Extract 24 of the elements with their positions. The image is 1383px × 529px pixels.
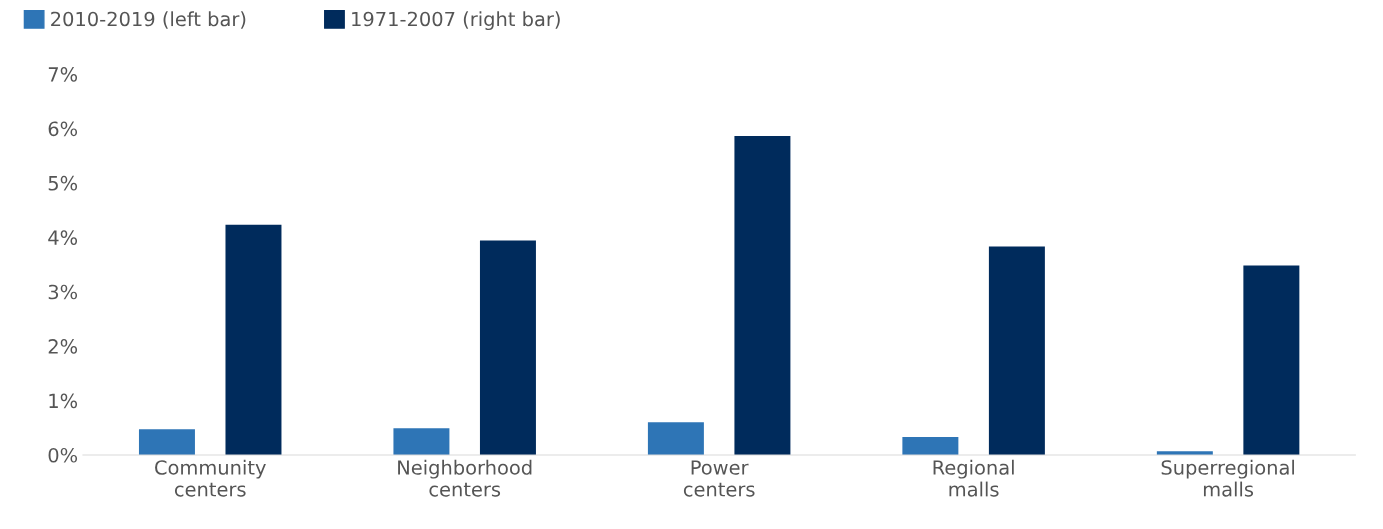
x-tick-label: Power centers [683, 460, 755, 497]
x-tick-label: Neighborhood centers [398, 459, 532, 497]
bar [988, 246, 1045, 455]
bar [1243, 265, 1300, 455]
bar [393, 428, 450, 455]
legend-label: 1971-2007 (right bar) [352, 11, 560, 31]
x-tick-label: Superregional malls [1161, 459, 1294, 497]
legend-label: 2010-2019 (left bar) [51, 11, 246, 29]
y-tick-label: 0% [48, 447, 78, 463]
y-tick-label: 7% [48, 67, 78, 82]
y-tick-label: 5% [48, 175, 78, 191]
bar [734, 136, 791, 455]
bar [138, 429, 195, 455]
y-tick-label: 6% [48, 121, 78, 137]
x-tick-label: Regional malls [933, 459, 1014, 497]
y-tick-label: 2% [48, 339, 78, 354]
bar [902, 436, 959, 455]
bar [647, 422, 704, 455]
y-tick-label: 4% [48, 230, 78, 245]
x-tick-label: Community centers [155, 459, 266, 497]
y-tick-label: 3% [48, 284, 78, 300]
bar [225, 224, 282, 455]
y-tick-label: 1% [49, 393, 78, 409]
bar [479, 240, 536, 455]
